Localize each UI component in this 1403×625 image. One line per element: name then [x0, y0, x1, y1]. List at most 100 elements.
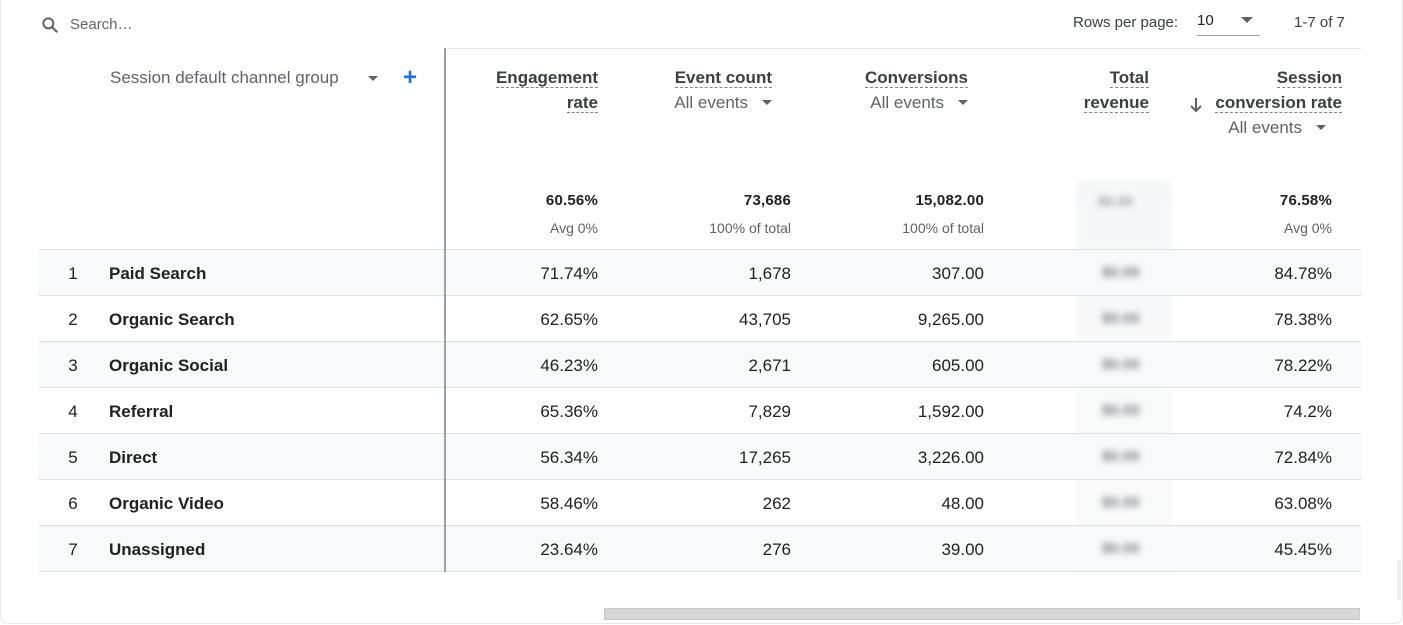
metric-header-line: Event count [674, 68, 772, 88]
cell-total-revenue-redacted: $0.00 [1102, 356, 1140, 373]
metric-header-line: Engagement [495, 68, 598, 88]
row-index: 5 [68, 448, 78, 467]
chevron-down-icon [1241, 17, 1253, 23]
cell-engagement-rate: 62.65% [540, 310, 598, 329]
dimension-dropdown-icon[interactable] [368, 76, 378, 81]
row-channel-name: Direct [109, 448, 158, 467]
metric-header-line: Conversions [865, 68, 968, 88]
metric-header-line: conversion rate [1215, 93, 1342, 113]
row-index: 2 [68, 310, 78, 329]
row-index: 6 [68, 494, 78, 513]
add-dimension-icon[interactable]: + [402, 64, 417, 91]
cell-session-conversion-rate: 74.2% [1283, 402, 1332, 421]
metric-header-event-count[interactable]: Event count All events [630, 65, 772, 115]
metric-header-session-conversion-rate[interactable]: Session conversion rate All events [1205, 65, 1342, 140]
total-conversions-sub: 100% of total [902, 220, 984, 236]
cell-engagement-rate: 46.23% [540, 356, 598, 375]
cell-event-count: 7,829 [748, 402, 791, 421]
cell-total-revenue-redacted: $0.00 [1102, 540, 1140, 557]
cell-conversions: 1,592.00 [917, 402, 984, 421]
metric-header-conversions[interactable]: Conversions All events [820, 65, 968, 115]
search-icon [42, 17, 58, 33]
cell-total-revenue-redacted: $0.00 [1102, 402, 1140, 419]
cell-engagement-rate: 71.74% [540, 264, 598, 283]
cell-session-conversion-rate: 78.22% [1274, 356, 1332, 375]
table-row: 3 Organic Social 46.23% 2,671 605.00 $0.… [39, 341, 1361, 388]
cell-session-conversion-rate: 78.38% [1274, 310, 1332, 329]
metric-header-engagement-rate[interactable]: Engagement rate [470, 65, 598, 115]
total-conversions: 15,082.00 [915, 192, 984, 209]
cell-event-count: 262 [762, 494, 791, 513]
cell-event-count: 1,678 [748, 264, 791, 283]
cell-conversions: 48.00 [941, 494, 984, 513]
cell-session-conversion-rate: 84.78% [1274, 264, 1332, 283]
table-row: 5 Direct 56.34% 17,265 3,226.00 $0.00 72… [39, 433, 1361, 480]
cell-session-conversion-rate: 45.45% [1274, 540, 1332, 559]
table-row: 6 Organic Video 58.46% 262 48.00 $0.00 6… [39, 479, 1361, 526]
event-filter-select[interactable]: All events [674, 90, 772, 115]
event-filter-value: All events [870, 93, 944, 112]
row-index: 7 [68, 540, 78, 559]
cell-engagement-rate: 65.36% [540, 402, 598, 421]
sticky-column-divider [444, 48, 446, 572]
cell-event-count: 2,671 [748, 356, 791, 375]
chevron-down-icon [762, 100, 772, 105]
pagination-range: 1-7 of 7 [1294, 14, 1345, 31]
cell-total-revenue-redacted: $0.00 [1102, 264, 1140, 281]
total-session-conversion-rate: 76.58% [1279, 192, 1332, 209]
table-row: 1 Paid Search 71.74% 1,678 307.00 $0.00 … [39, 249, 1361, 296]
total-session-conversion-rate-sub: Avg 0% [1284, 220, 1332, 236]
search-input[interactable] [70, 12, 370, 36]
table-row: 2 Organic Search 62.65% 43,705 9,265.00 … [39, 295, 1361, 342]
vertical-scrollbar-edge [1397, 560, 1401, 600]
cell-total-revenue-redacted: $0.00 [1102, 448, 1140, 465]
total-event-count: 73,686 [743, 192, 791, 209]
dimension-header[interactable]: Session default channel group [110, 68, 339, 87]
total-event-count-sub: 100% of total [709, 220, 791, 236]
cell-event-count: 276 [762, 540, 791, 559]
table-row: 4 Referral 65.36% 7,829 1,592.00 $0.00 7… [39, 387, 1361, 434]
row-channel-name: Organic Video [109, 494, 224, 513]
cell-conversions: 307.00 [932, 264, 984, 283]
event-filter-select[interactable]: All events [870, 90, 968, 115]
cell-conversions: 39.00 [941, 540, 984, 559]
cell-event-count: 17,265 [739, 448, 791, 467]
chevron-down-icon [958, 100, 968, 105]
rows-per-page-value: 10 [1197, 12, 1214, 29]
rows-per-page-select[interactable]: 10 [1197, 8, 1260, 36]
cell-conversions: 9,265.00 [917, 310, 984, 329]
cell-engagement-rate: 23.64% [540, 540, 598, 559]
row-index: 3 [68, 356, 78, 375]
event-filter-value: All events [674, 93, 748, 112]
row-channel-name: Referral [109, 402, 174, 421]
cell-conversions: 3,226.00 [917, 448, 984, 467]
total-revenue-redacted: $0.00 [1098, 193, 1134, 209]
row-index: 1 [68, 264, 78, 283]
metric-header-line: Session [1276, 68, 1342, 88]
metric-header-line: rate [566, 93, 598, 113]
sort-descending-icon[interactable] [1188, 96, 1204, 114]
horizontal-scrollbar[interactable] [604, 608, 1360, 620]
cell-total-revenue-redacted: $0.00 [1102, 310, 1140, 327]
total-engagement-rate: 60.56% [545, 192, 598, 209]
row-channel-name: Paid Search [109, 264, 207, 283]
cell-event-count: 43,705 [739, 310, 791, 329]
total-engagement-rate-sub: Avg 0% [550, 220, 598, 236]
table-bottom-border [39, 571, 1361, 572]
row-channel-name: Organic Social [109, 356, 229, 375]
row-channel-name: Unassigned [109, 540, 206, 559]
metric-header-total-revenue[interactable]: Total revenue [1060, 65, 1149, 115]
metric-header-line: Total [1109, 68, 1149, 88]
metric-header-line: revenue [1083, 93, 1149, 113]
header-divider [446, 48, 1361, 49]
chevron-down-icon [1316, 125, 1326, 130]
cell-engagement-rate: 56.34% [540, 448, 598, 467]
cell-conversions: 605.00 [932, 356, 984, 375]
cell-session-conversion-rate: 63.08% [1274, 494, 1332, 513]
event-filter-select[interactable]: All events [1228, 115, 1326, 140]
rows-per-page-label: Rows per page: [1073, 14, 1179, 31]
cell-session-conversion-rate: 72.84% [1274, 448, 1332, 467]
event-filter-value: All events [1228, 118, 1302, 137]
row-index: 4 [68, 402, 78, 421]
cell-total-revenue-redacted: $0.00 [1102, 494, 1140, 511]
